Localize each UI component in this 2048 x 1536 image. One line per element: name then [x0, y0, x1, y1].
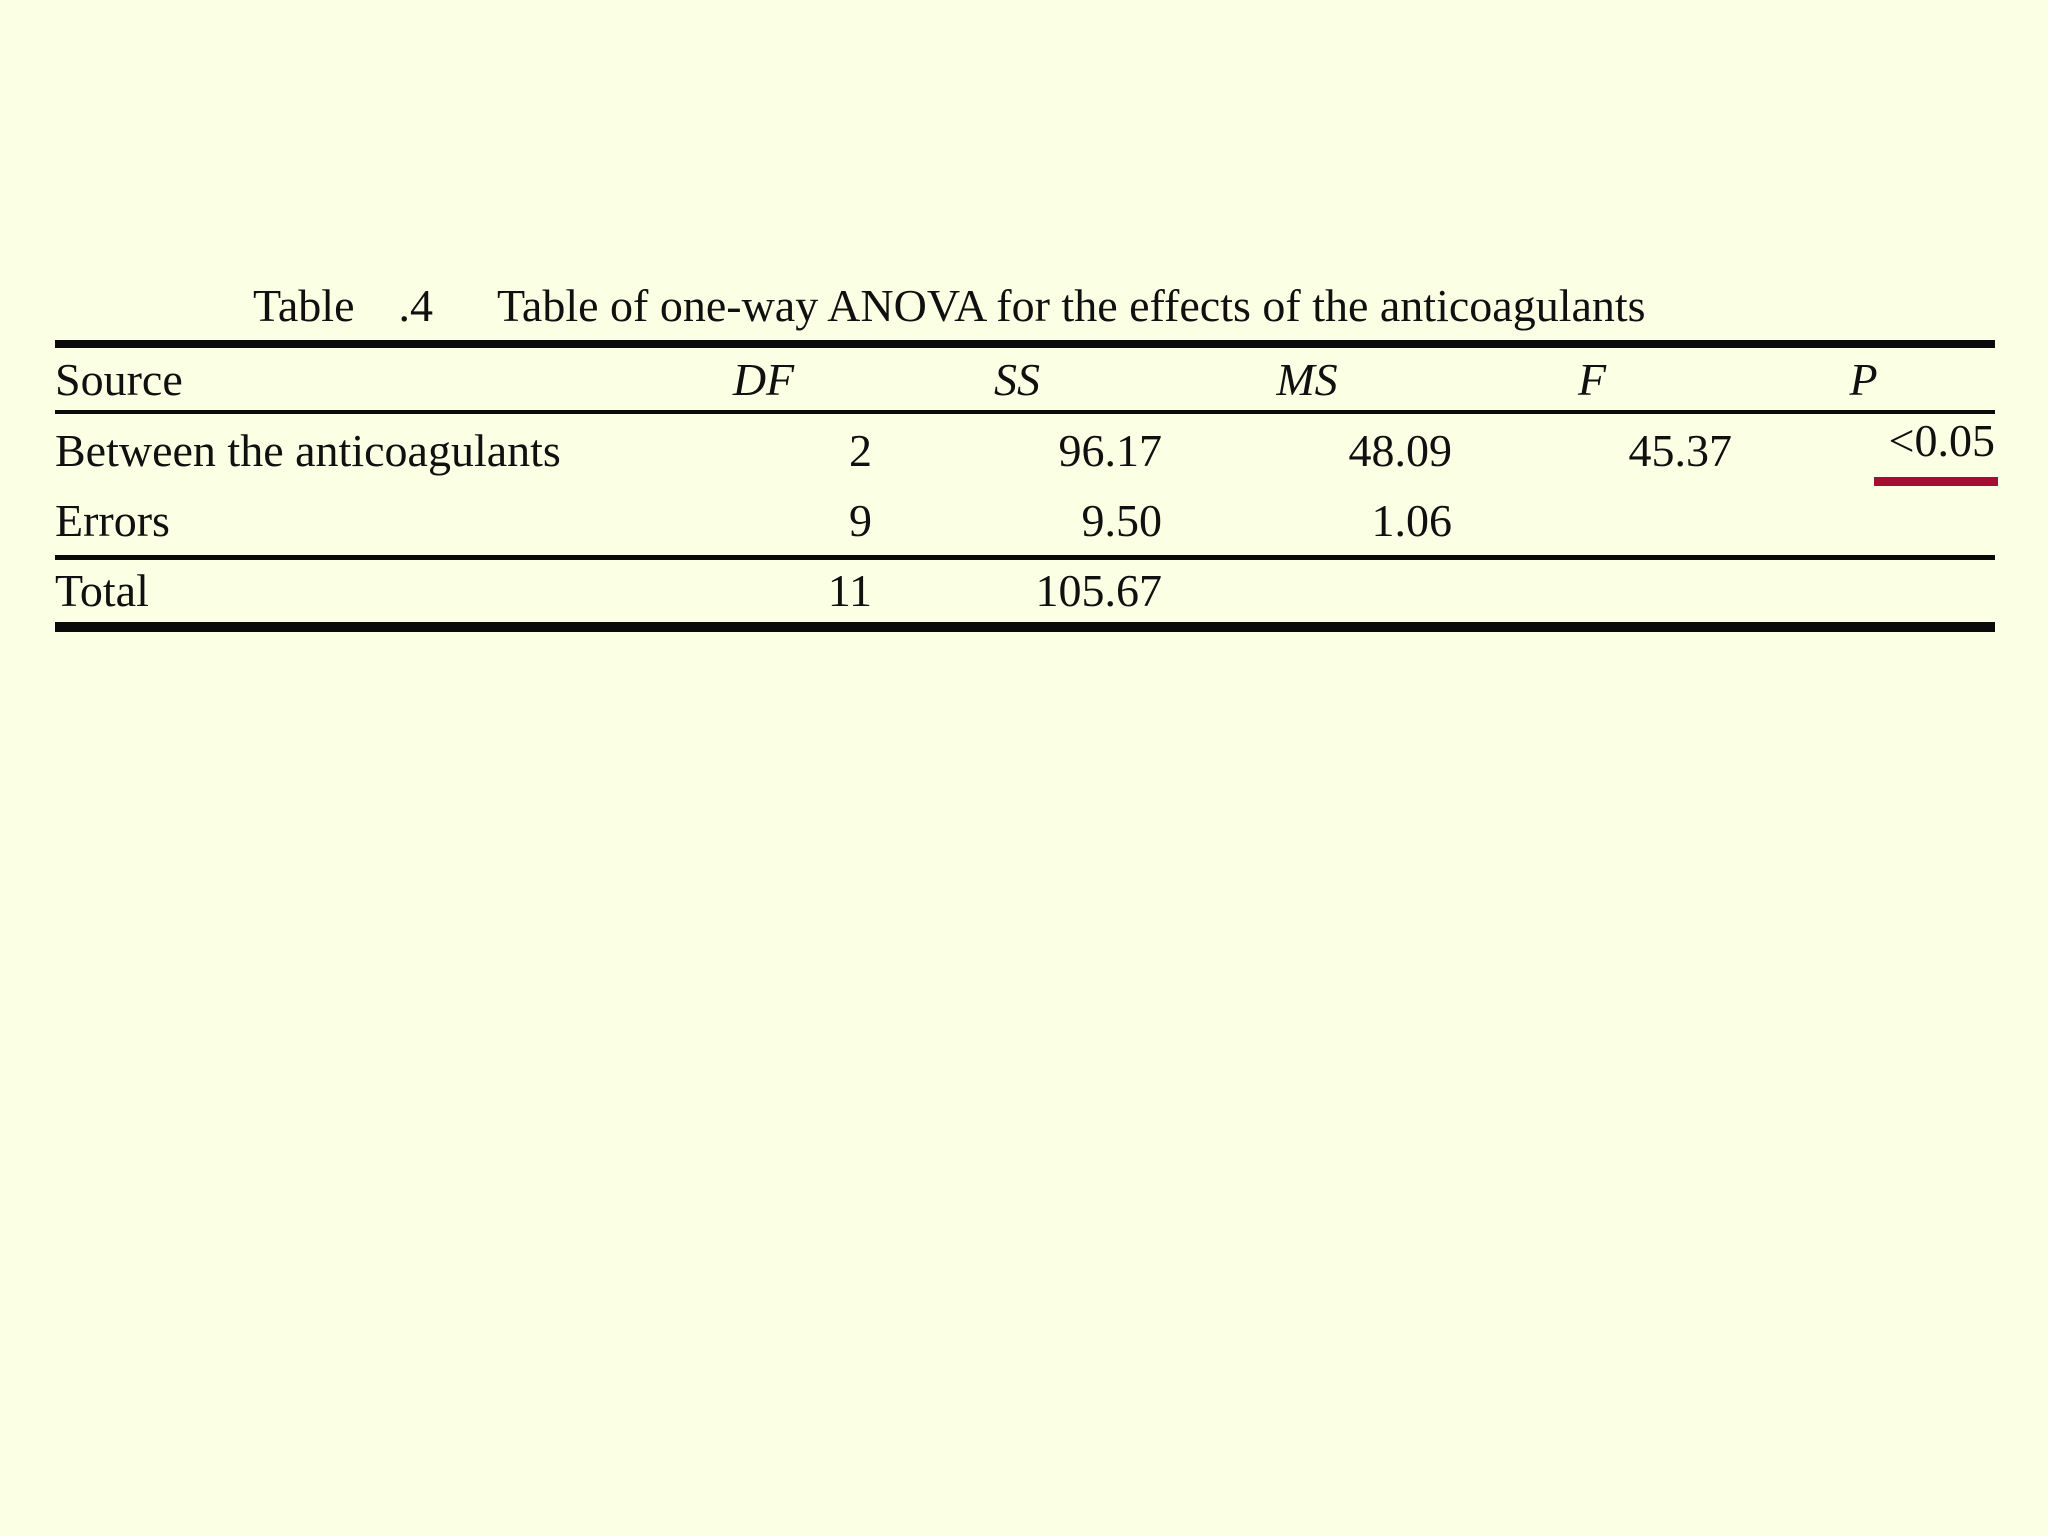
- cell-source: Between the anticoagulants: [55, 424, 561, 476]
- cell-f: [1452, 554, 1732, 627]
- cell-p: [1732, 554, 1995, 627]
- table-header-row: Source DF SS MS F P: [55, 344, 1995, 414]
- table-caption: Table .4 Table of one-way ANOVA for the ef…: [253, 280, 1646, 332]
- cell-p: <0.05: [1732, 412, 1998, 486]
- cell-df: 2: [849, 424, 872, 476]
- cell-f: 45.37: [1628, 424, 1733, 476]
- anova-table: Source DF SS MS F P Between the anticoag…: [55, 340, 1998, 632]
- cell-ss: 96.17: [1058, 424, 1163, 476]
- table-row-total: Total 11 105.67: [55, 554, 1995, 627]
- table-row-errors: Errors 9 9.50 1.06: [55, 486, 1995, 557]
- caption-label: Table: [253, 280, 355, 331]
- cell-ms: [1162, 554, 1452, 627]
- cell-source: Errors: [55, 494, 170, 546]
- cell-source: Total: [55, 554, 655, 627]
- caption-title: Table of one-way ANOVA for the effects o…: [497, 280, 1646, 331]
- cell-ms: 48.09: [1348, 424, 1453, 476]
- cell-p: [1732, 486, 1995, 557]
- column-header-source: Source: [55, 344, 655, 414]
- cell-ss: 9.50: [1081, 494, 1163, 546]
- caption-number: .4: [398, 280, 434, 331]
- cell-ms: 1.06: [1371, 494, 1453, 546]
- column-header-p: P: [1732, 344, 1995, 414]
- cell-df: 11: [655, 554, 872, 627]
- column-header-ms: MS: [1162, 344, 1452, 414]
- column-header-f: F: [1452, 344, 1732, 414]
- p-value-highlighted: <0.05: [1873, 414, 1998, 486]
- cell-f: [1452, 486, 1732, 557]
- column-header-df: DF: [655, 344, 872, 414]
- table-row-between-anticoagulants: Between the anticoagulants 2 96.17 48.09…: [55, 412, 1998, 486]
- cell-df: 9: [849, 494, 872, 546]
- cell-ss: 105.67: [872, 554, 1162, 627]
- column-header-ss: SS: [872, 344, 1162, 414]
